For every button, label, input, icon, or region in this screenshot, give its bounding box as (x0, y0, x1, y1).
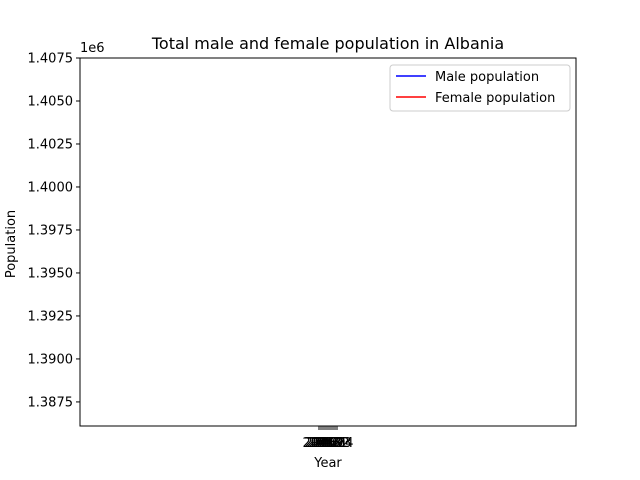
y-tick-label: 1.3975 (28, 223, 74, 238)
x-tick-label: 2024 (320, 436, 353, 451)
legend-frame (389, 64, 571, 112)
x-tick-label: 2019 (310, 436, 343, 451)
y-axis-label: Population (4, 210, 19, 278)
y-axis-ticks: 1.3875 1.3900 1.3925 1.3950 1.3975 1.4000 1.40… (28, 52, 80, 410)
y-tick-label: 1.4000 (28, 180, 74, 195)
legend-label-male: Male population (435, 70, 539, 85)
x-tick-label: 2015 (302, 436, 335, 451)
y-tick-label: 1.4025 (28, 137, 74, 152)
y-tick-label: 1.3925 (28, 309, 74, 324)
y-tick-label: 1.4075 (28, 52, 74, 67)
x-tick-label: 2021 (314, 436, 347, 451)
y-axis-offset-label: 1e6 (80, 41, 105, 56)
legend: Male population Female population (389, 64, 571, 112)
x-tick-label: 2023 (318, 436, 351, 451)
x-tick-label: 2022 (316, 436, 349, 451)
chart-title: Total male and female population in Alba… (151, 34, 504, 53)
x-tick-label: 2020 (312, 436, 345, 451)
x-tick-label: 2017 (306, 436, 339, 451)
legend-label-female: Female population (435, 91, 555, 106)
y-tick-label: 1.3875 (28, 395, 74, 410)
y-tick-label: 1.3950 (28, 266, 74, 281)
plot-area (79, 57, 577, 427)
y-tick-label: 1.4050 (28, 94, 74, 109)
x-tick-label: 2018 (308, 436, 341, 451)
y-tick-label: 1.3900 (28, 352, 74, 367)
x-tick-label: 2016 (304, 436, 337, 451)
x-axis-label: Year (313, 456, 342, 471)
